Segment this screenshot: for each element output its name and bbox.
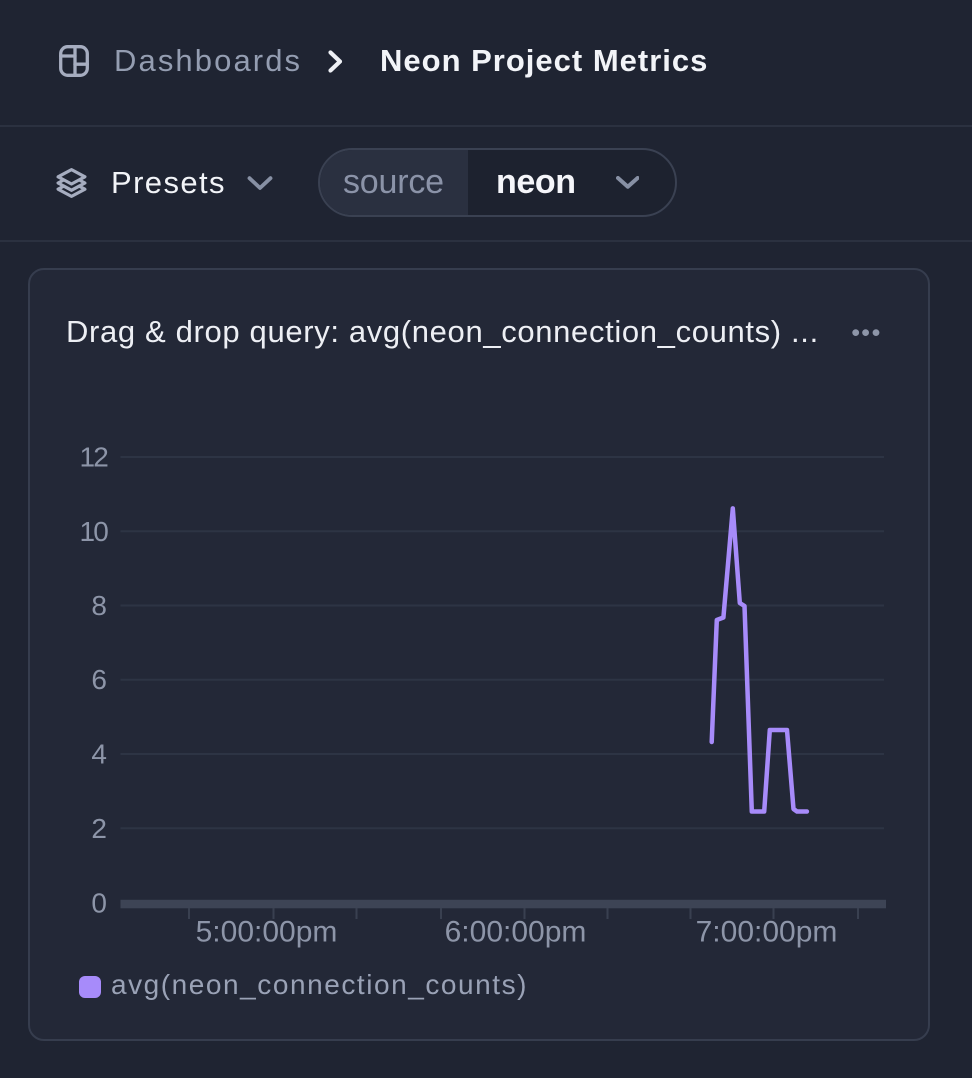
svg-text:2: 2	[91, 813, 107, 844]
svg-text:12: 12	[79, 442, 108, 473]
svg-text:4: 4	[91, 739, 107, 770]
svg-text:10: 10	[79, 516, 108, 547]
svg-text:avg(neon_connection_counts): avg(neon_connection_counts)	[111, 969, 528, 1000]
svg-text:0: 0	[91, 887, 107, 918]
svg-text:7:00:00pm: 7:00:00pm	[696, 916, 838, 949]
svg-text:5:00:00pm: 5:00:00pm	[196, 916, 338, 949]
svg-text:8: 8	[91, 590, 107, 621]
svg-text:6: 6	[91, 664, 107, 695]
svg-text:6:00:00pm: 6:00:00pm	[445, 916, 587, 949]
